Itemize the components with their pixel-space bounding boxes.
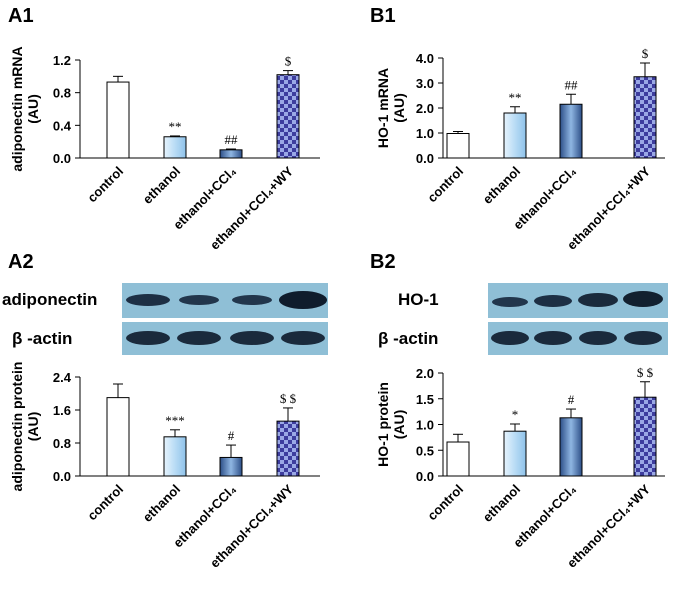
y-axis-label: (AU) <box>25 412 41 442</box>
y-axis-label: HO-1 mRNA <box>375 68 391 148</box>
panel-label: B1 <box>370 5 396 27</box>
blot-label: β -actin <box>12 329 72 348</box>
y-tick-label: 2.4 <box>53 370 72 385</box>
bar <box>559 417 583 477</box>
annotation: ## <box>565 77 579 92</box>
blot-label: adiponectin <box>2 290 97 309</box>
panel-label: A2 <box>8 251 34 273</box>
x-tick-label: ethanol <box>140 164 183 207</box>
x-tick-label: ethanol+CCl₄+WY <box>564 163 653 252</box>
blot-label: HO-1 <box>398 290 439 309</box>
bar <box>276 74 300 159</box>
y-tick-label: 0.8 <box>53 86 71 101</box>
bar <box>633 76 657 159</box>
y-tick-label: 0.5 <box>416 443 434 458</box>
y-axis-label: adiponectin mRNA <box>9 46 25 171</box>
bar <box>219 149 243 159</box>
bar <box>503 430 527 477</box>
panel-label: B2 <box>370 251 396 273</box>
blot-a <box>122 283 328 355</box>
bar <box>633 396 657 477</box>
blot-label: β -actin <box>378 329 438 348</box>
annotation: $ $ <box>637 365 654 380</box>
annotation: $ <box>285 54 292 69</box>
blot-b <box>488 283 668 355</box>
bar <box>276 420 300 477</box>
y-tick-label: 0.8 <box>53 436 71 451</box>
bar <box>163 436 187 477</box>
bar <box>106 397 130 477</box>
bar <box>106 81 130 159</box>
annotation: ** <box>509 90 522 105</box>
x-tick-label: ethanol <box>480 482 523 525</box>
y-axis-label: (AU) <box>391 93 407 123</box>
y-tick-label: 0.4 <box>53 118 72 133</box>
annotation: * <box>512 407 519 422</box>
y-tick-label: 1.0 <box>416 418 434 433</box>
y-axis-label: adiponectin protein <box>9 362 25 492</box>
panel-label: A1 <box>8 5 34 27</box>
x-tick-label: ethanol <box>140 482 183 525</box>
annotation: $ $ <box>280 391 297 406</box>
bar <box>163 136 187 159</box>
annotation: ** <box>169 119 182 134</box>
annotation: # <box>228 428 235 443</box>
annotation: # <box>568 392 575 407</box>
x-tick-label: ethanol+CCl₄+WY <box>564 481 653 570</box>
bar <box>219 456 243 477</box>
x-tick-label: control <box>424 482 466 524</box>
y-tick-label: 1.6 <box>53 403 71 418</box>
y-tick-label: 0.0 <box>53 469 71 484</box>
x-tick-label: ethanol <box>480 164 523 207</box>
bar <box>446 441 470 477</box>
x-tick-label: control <box>424 164 466 206</box>
y-tick-label: 0.0 <box>416 469 434 484</box>
annotation: ## <box>225 132 239 147</box>
bar <box>446 133 470 159</box>
y-tick-label: 4.0 <box>416 51 434 66</box>
y-axis-label: HO-1 protein <box>375 382 391 467</box>
y-tick-label: 0.0 <box>416 151 434 166</box>
x-tick-label: control <box>84 164 126 206</box>
y-tick-label: 2.0 <box>416 366 434 381</box>
y-tick-label: 3.0 <box>416 76 434 91</box>
y-tick-label: 1.5 <box>416 392 434 407</box>
x-tick-label: control <box>84 482 126 524</box>
y-axis-label: (AU) <box>25 94 41 124</box>
annotation: *** <box>165 413 185 428</box>
annotation: $ <box>642 46 649 61</box>
bar <box>503 112 527 159</box>
y-tick-label: 2.0 <box>416 101 434 116</box>
bar <box>559 103 583 159</box>
y-tick-label: 0.0 <box>53 151 71 166</box>
y-tick-label: 1.0 <box>416 126 434 141</box>
y-axis-label: (AU) <box>391 410 407 440</box>
y-tick-label: 1.2 <box>53 53 71 68</box>
